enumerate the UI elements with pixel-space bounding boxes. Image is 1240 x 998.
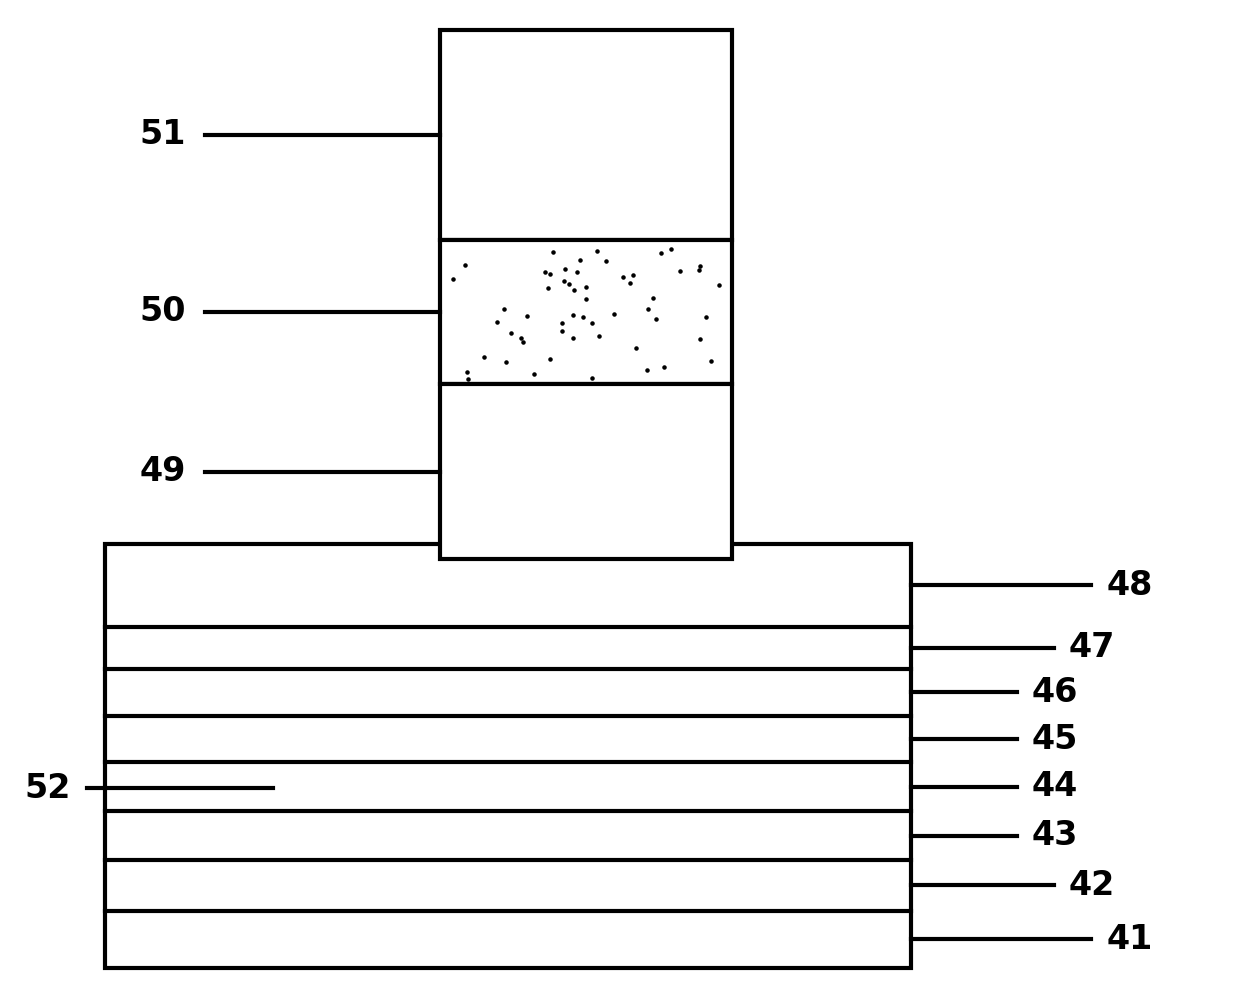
Point	[691, 330, 711, 346]
Point	[709, 277, 729, 293]
Point	[583, 315, 603, 331]
Point	[604, 305, 624, 321]
Point	[494, 300, 513, 316]
Text: 51: 51	[140, 118, 186, 152]
Point	[564, 282, 584, 298]
Point	[563, 329, 583, 345]
Point	[487, 313, 507, 329]
Text: 52: 52	[25, 771, 71, 805]
Point	[596, 253, 616, 269]
Bar	[440, 384, 732, 559]
Point	[577, 279, 596, 295]
Point	[689, 261, 709, 277]
Point	[697, 308, 717, 324]
Bar	[105, 544, 911, 968]
Point	[587, 243, 606, 258]
Point	[517, 307, 537, 323]
Point	[691, 257, 711, 273]
Point	[644, 290, 663, 306]
Point	[525, 366, 544, 382]
Point	[554, 273, 574, 289]
Point	[559, 275, 579, 291]
Point	[661, 242, 681, 257]
Point	[567, 263, 587, 279]
Text: 48: 48	[1106, 569, 1152, 602]
Text: 43: 43	[1032, 819, 1078, 852]
Point	[541, 266, 560, 282]
Text: 42: 42	[1069, 869, 1115, 902]
Bar	[440, 240, 732, 384]
Point	[626, 339, 646, 355]
Point	[620, 274, 640, 290]
Point	[501, 325, 521, 341]
Point	[511, 329, 531, 345]
Point	[624, 266, 644, 282]
Text: 47: 47	[1069, 632, 1115, 665]
Point	[474, 349, 494, 365]
Point	[538, 280, 558, 296]
Point	[552, 314, 572, 330]
Point	[651, 245, 671, 260]
Point	[556, 260, 575, 276]
Point	[614, 268, 634, 284]
Point	[583, 370, 603, 386]
Point	[513, 334, 533, 350]
Text: 41: 41	[1106, 923, 1152, 956]
Text: 50: 50	[139, 295, 186, 328]
Point	[543, 244, 563, 259]
Point	[534, 263, 554, 279]
Point	[458, 371, 477, 387]
Point	[563, 307, 583, 323]
Point	[646, 311, 666, 327]
Point	[575, 291, 595, 307]
Point	[639, 300, 658, 316]
Point	[455, 256, 475, 272]
Point	[671, 263, 691, 279]
Text: 46: 46	[1032, 676, 1078, 709]
Point	[456, 364, 476, 380]
Bar	[440, 30, 732, 240]
Text: 45: 45	[1032, 723, 1078, 755]
Point	[496, 353, 516, 369]
Text: 49: 49	[140, 455, 186, 488]
Point	[569, 251, 589, 267]
Text: 44: 44	[1032, 770, 1078, 803]
Point	[552, 323, 572, 339]
Point	[702, 353, 722, 369]
Point	[444, 271, 464, 287]
Point	[653, 359, 673, 375]
Point	[573, 309, 593, 325]
Point	[637, 362, 657, 378]
Point	[539, 351, 559, 367]
Point	[589, 327, 609, 343]
